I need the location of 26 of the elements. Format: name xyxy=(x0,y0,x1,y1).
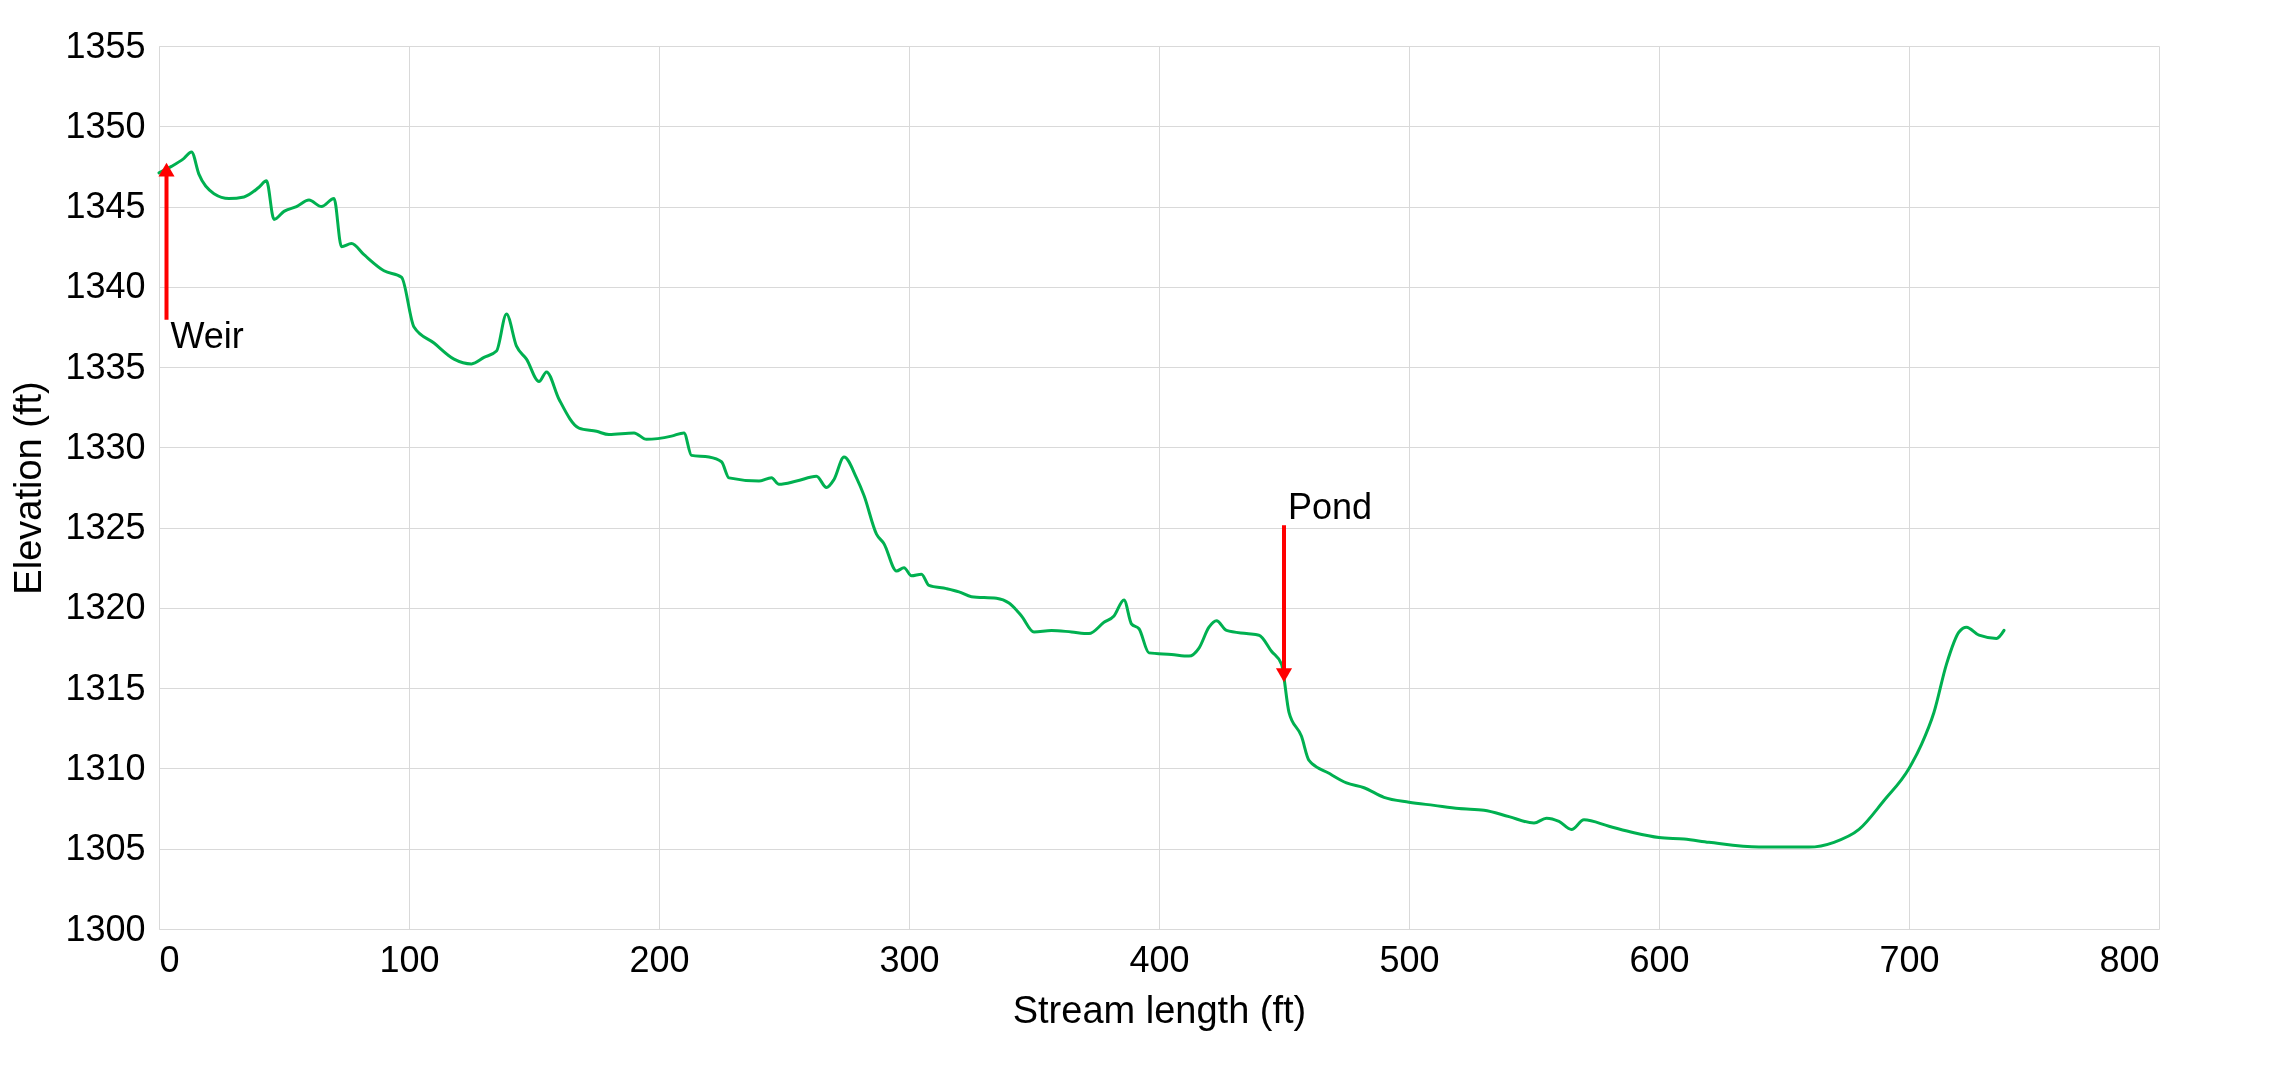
y-tick-label: 1340 xyxy=(65,265,146,307)
x-tick-label: 200 xyxy=(629,938,690,980)
y-tick-label: 1355 xyxy=(65,24,146,66)
x-tick-label: 800 xyxy=(2099,938,2160,980)
y-tick-label: 1315 xyxy=(65,666,146,708)
x-axis-title: Stream length (ft) xyxy=(1012,988,1307,1031)
y-tick-label: 1310 xyxy=(65,746,146,788)
y-tick-label: 1325 xyxy=(65,506,146,548)
x-tick-label: 400 xyxy=(1129,938,1190,980)
annotation: Pond xyxy=(1288,485,1373,527)
x-tick-label: 300 xyxy=(879,938,940,980)
y-tick-label: 1305 xyxy=(65,827,146,869)
x-tick-label: 700 xyxy=(1879,938,1940,980)
y-tick-label: 1335 xyxy=(65,345,146,387)
y-tick-label: 1330 xyxy=(65,425,146,467)
y-axis-title: Elevation (ft) xyxy=(7,381,50,595)
line-series xyxy=(157,150,2006,849)
annotation: Weir xyxy=(170,315,244,357)
x-tick-label: 0 xyxy=(159,938,180,980)
x-tick-label: 100 xyxy=(379,938,440,980)
y-tick-label: 1350 xyxy=(65,104,146,146)
x-tick-label: 500 xyxy=(1379,938,1440,980)
y-tick-label: 1300 xyxy=(65,907,146,949)
y-tick-label: 1345 xyxy=(65,185,146,227)
x-tick-label: 600 xyxy=(1629,938,1690,980)
y-tick-label: 1320 xyxy=(65,586,146,628)
